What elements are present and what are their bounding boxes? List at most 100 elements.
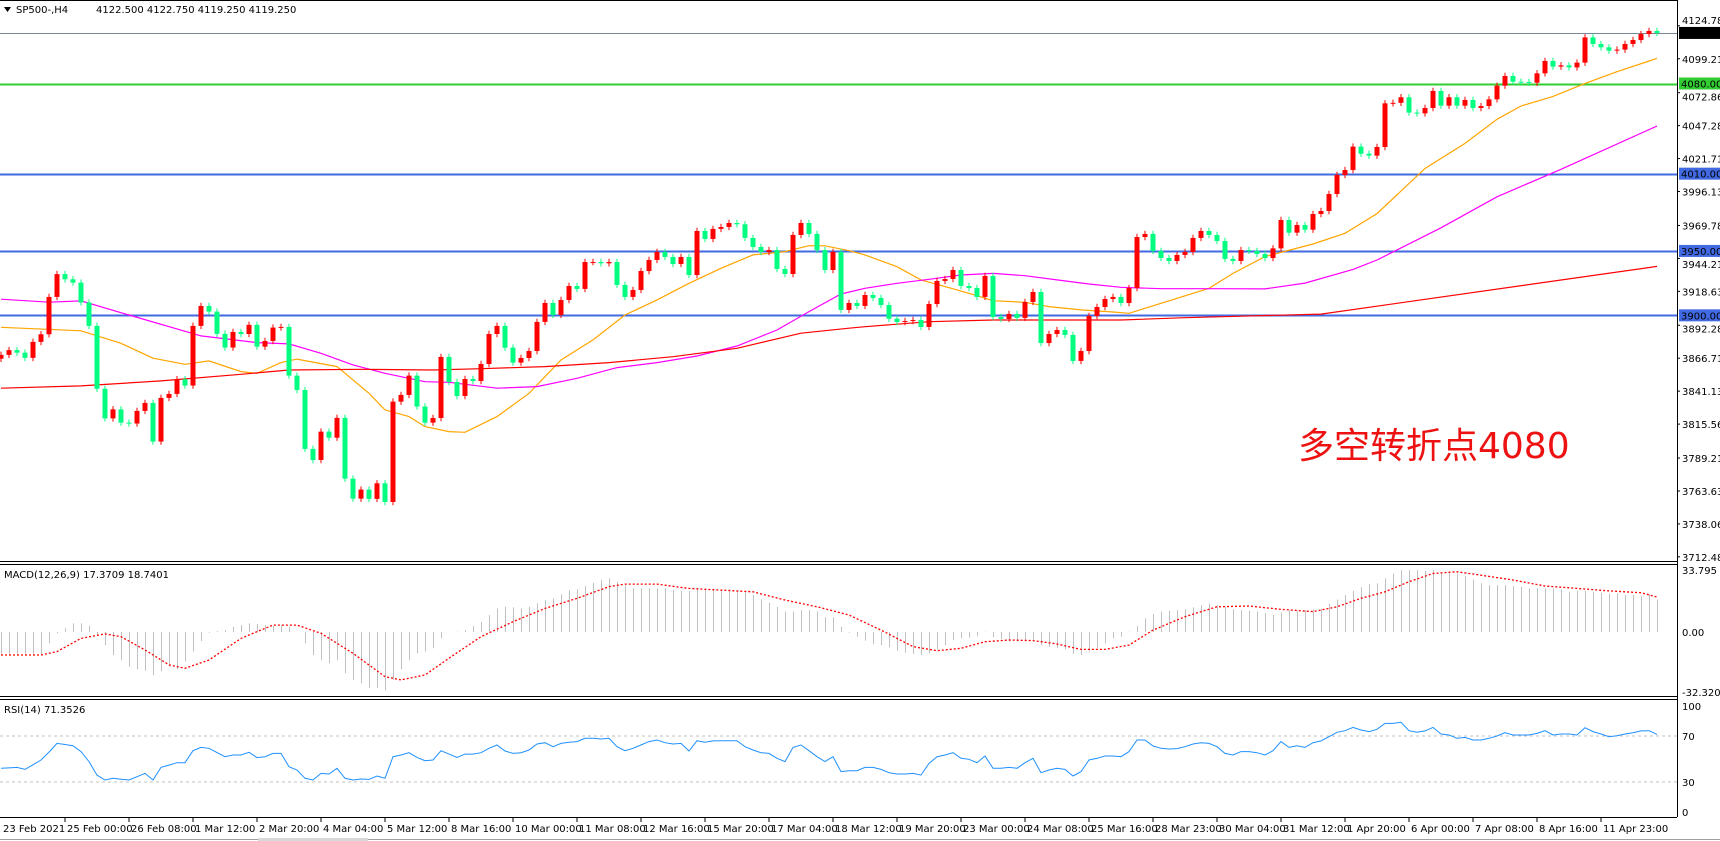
- candle[interactable]: [366, 486, 372, 503]
- candle[interactable]: [1206, 227, 1212, 239]
- candle[interactable]: [422, 403, 428, 426]
- candle[interactable]: [1302, 221, 1308, 233]
- candle[interactable]: [702, 227, 708, 243]
- candle[interactable]: [1454, 94, 1460, 109]
- candle[interactable]: [1318, 207, 1324, 218]
- candle[interactable]: [134, 407, 140, 427]
- candle[interactable]: [550, 299, 556, 319]
- candle[interactable]: [1190, 234, 1196, 256]
- candle[interactable]: [374, 480, 380, 503]
- candle[interactable]: [1198, 227, 1204, 242]
- candle[interactable]: [1214, 231, 1220, 245]
- main-price-panel[interactable]: [0, 27, 1677, 506]
- candle[interactable]: [1110, 293, 1116, 303]
- candle[interactable]: [302, 386, 308, 453]
- candle[interactable]: [1262, 250, 1268, 262]
- candle[interactable]: [1358, 143, 1364, 157]
- candle[interactable]: [614, 258, 620, 289]
- candle[interactable]: [1646, 27, 1652, 38]
- candle[interactable]: [1174, 251, 1180, 265]
- candle[interactable]: [390, 398, 396, 506]
- candle[interactable]: [1038, 288, 1044, 347]
- candle[interactable]: [342, 414, 348, 482]
- candle[interactable]: [190, 322, 196, 389]
- candle[interactable]: [998, 313, 1004, 323]
- candle[interactable]: [454, 378, 460, 400]
- candle[interactable]: [1270, 245, 1276, 262]
- candle[interactable]: [46, 293, 52, 338]
- candle[interactable]: [870, 291, 876, 302]
- candle[interactable]: [774, 246, 780, 273]
- candle[interactable]: [1582, 34, 1588, 66]
- candle[interactable]: [822, 246, 828, 274]
- candle[interactable]: [230, 328, 236, 351]
- candle[interactable]: [662, 248, 668, 261]
- candle[interactable]: [1094, 303, 1100, 320]
- candle[interactable]: [942, 275, 948, 285]
- candle[interactable]: [270, 324, 276, 345]
- candle[interactable]: [854, 299, 860, 310]
- candle[interactable]: [750, 234, 756, 251]
- candle[interactable]: [606, 258, 612, 267]
- candle[interactable]: [1446, 94, 1452, 109]
- candle[interactable]: [1078, 347, 1084, 365]
- candle[interactable]: [686, 253, 692, 279]
- candle[interactable]: [862, 291, 868, 310]
- candle[interactable]: [894, 315, 900, 326]
- candle[interactable]: [54, 270, 60, 301]
- candle[interactable]: [198, 302, 204, 330]
- candle[interactable]: [1630, 36, 1636, 48]
- candle[interactable]: [278, 323, 284, 331]
- rsi-panel[interactable]: [0, 721, 1677, 783]
- candle[interactable]: [38, 331, 44, 346]
- candle[interactable]: [1654, 27, 1660, 37]
- candle[interactable]: [0, 351, 4, 362]
- candle[interactable]: [326, 428, 332, 441]
- candle[interactable]: [1430, 87, 1436, 112]
- candle[interactable]: [494, 322, 500, 338]
- candle[interactable]: [318, 428, 324, 464]
- candle[interactable]: [790, 231, 796, 278]
- candle[interactable]: [1070, 331, 1076, 365]
- candle[interactable]: [902, 317, 908, 326]
- candle[interactable]: [1590, 34, 1596, 48]
- candle[interactable]: [206, 302, 212, 315]
- candle[interactable]: [1550, 57, 1556, 70]
- candle[interactable]: [766, 246, 772, 256]
- candle[interactable]: [886, 301, 892, 322]
- candle[interactable]: [1014, 310, 1020, 322]
- candle[interactable]: [782, 265, 788, 278]
- candle[interactable]: [1334, 171, 1340, 198]
- candle[interactable]: [1614, 46, 1620, 54]
- candle[interactable]: [1230, 255, 1236, 265]
- candle[interactable]: [1150, 230, 1156, 255]
- candle[interactable]: [1606, 44, 1612, 54]
- candle[interactable]: [158, 394, 164, 445]
- candle[interactable]: [102, 385, 108, 422]
- candle[interactable]: [518, 354, 524, 366]
- candle[interactable]: [1374, 143, 1380, 159]
- candle[interactable]: [462, 375, 468, 400]
- candle[interactable]: [1366, 150, 1372, 159]
- candle[interactable]: [582, 258, 588, 293]
- candle[interactable]: [382, 480, 388, 506]
- candle[interactable]: [62, 270, 68, 283]
- candle[interactable]: [718, 223, 724, 233]
- candle[interactable]: [1470, 96, 1476, 112]
- candle[interactable]: [430, 414, 436, 426]
- candle[interactable]: [630, 286, 636, 301]
- candle[interactable]: [1222, 237, 1228, 263]
- candle[interactable]: [966, 282, 972, 292]
- candle[interactable]: [142, 399, 148, 415]
- candle[interactable]: [1542, 57, 1548, 77]
- candle[interactable]: [542, 299, 548, 326]
- candle[interactable]: [1134, 233, 1140, 292]
- candle[interactable]: [294, 372, 300, 394]
- candle[interactable]: [510, 344, 516, 366]
- candle[interactable]: [238, 328, 244, 338]
- candle[interactable]: [982, 272, 988, 301]
- candle[interactable]: [1342, 166, 1348, 179]
- candle[interactable]: [734, 219, 740, 228]
- candle[interactable]: [1574, 59, 1580, 71]
